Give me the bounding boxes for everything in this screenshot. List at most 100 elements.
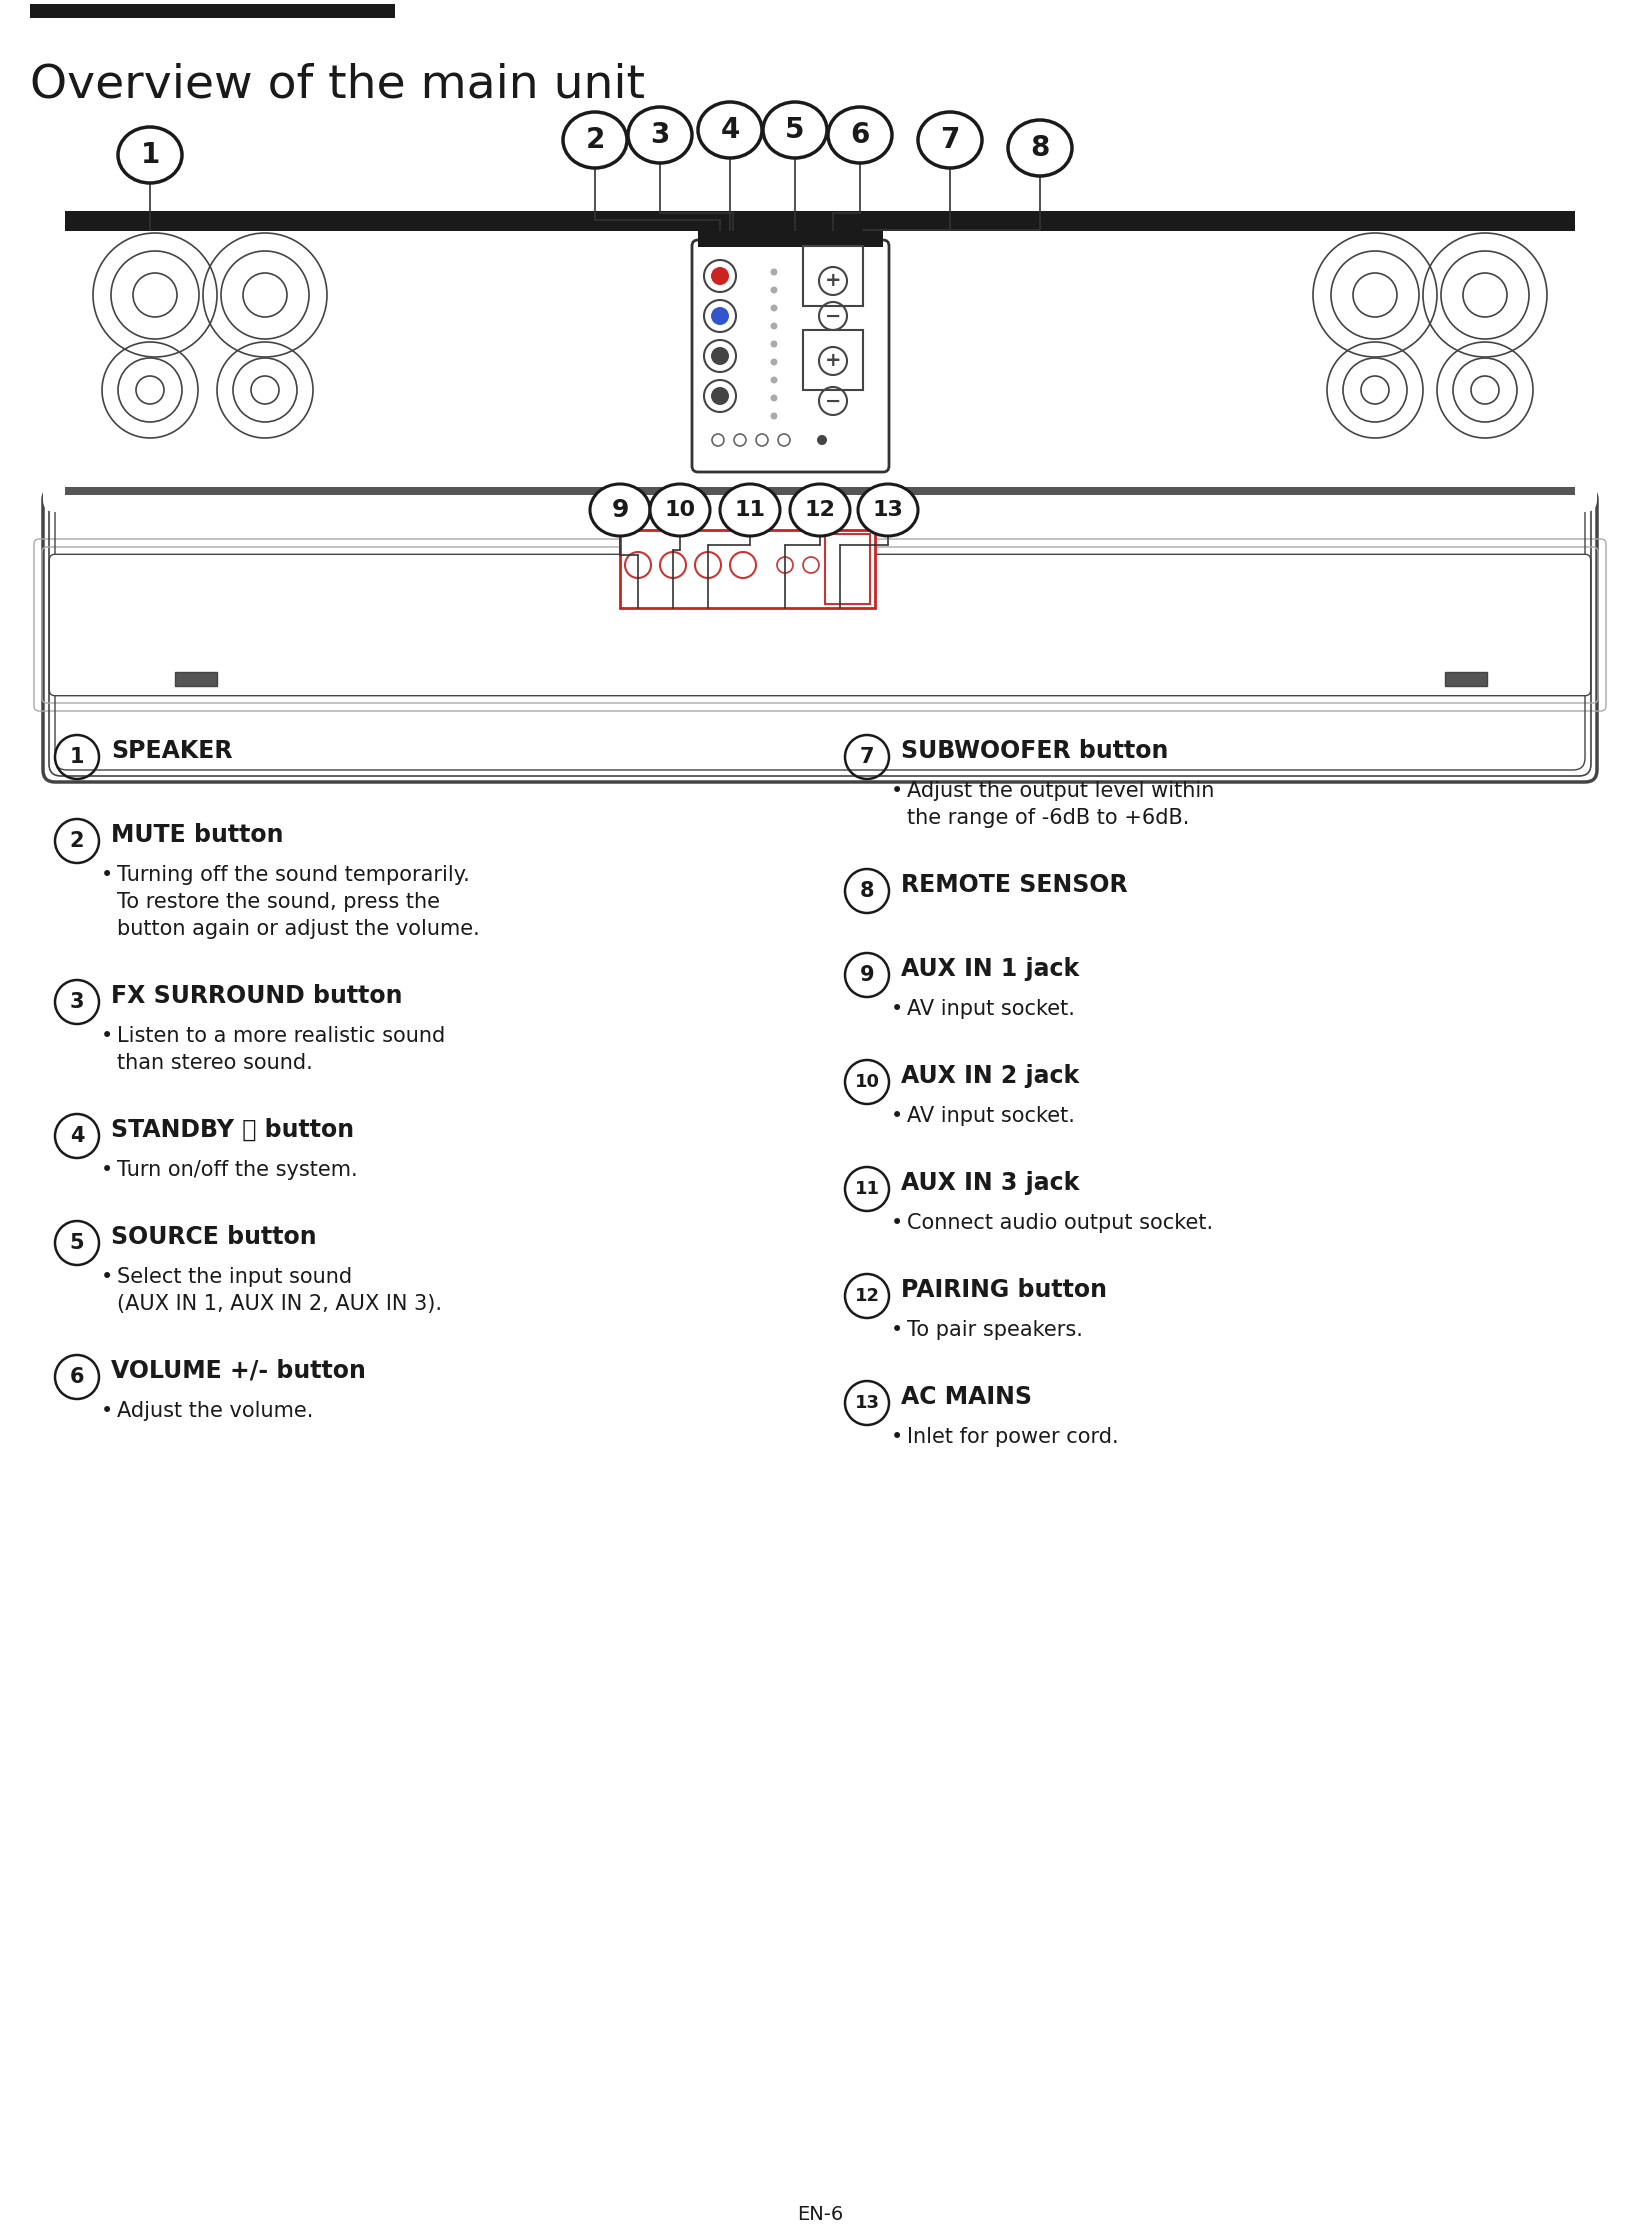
Ellipse shape	[118, 128, 182, 184]
Text: •: •	[102, 1401, 113, 1421]
Text: •: •	[891, 1213, 903, 1233]
Text: Connect audio output socket.: Connect audio output socket.	[907, 1213, 1213, 1233]
Circle shape	[771, 286, 778, 293]
Text: •: •	[891, 1428, 903, 1448]
Circle shape	[771, 304, 778, 311]
Bar	[697, 231, 883, 246]
Circle shape	[771, 269, 778, 275]
Circle shape	[711, 387, 729, 405]
Ellipse shape	[829, 107, 893, 163]
Ellipse shape	[591, 483, 650, 535]
Text: 1: 1	[71, 747, 84, 768]
Bar	[1446, 671, 1487, 687]
Text: 9: 9	[860, 965, 875, 985]
Text: SUBWOOFER button: SUBWOOFER button	[901, 739, 1168, 763]
Bar	[620, 530, 875, 609]
Ellipse shape	[763, 103, 827, 159]
Text: 7: 7	[860, 747, 875, 768]
Text: 6: 6	[71, 1367, 84, 1388]
Text: AUX IN 2 jack: AUX IN 2 jack	[901, 1063, 1080, 1088]
Text: •: •	[891, 781, 903, 801]
Ellipse shape	[917, 112, 981, 168]
Ellipse shape	[720, 483, 779, 535]
Text: •: •	[891, 1320, 903, 1341]
Text: STANDBY ⏻ button: STANDBY ⏻ button	[112, 1119, 354, 1141]
Text: AC MAINS: AC MAINS	[901, 1385, 1032, 1410]
Text: •: •	[102, 1267, 113, 1287]
Text: 2: 2	[586, 125, 604, 154]
Text: the range of -6dB to +6dB.: the range of -6dB to +6dB.	[907, 808, 1190, 828]
Text: 13: 13	[873, 499, 904, 519]
Text: Select the input sound: Select the input sound	[117, 1267, 353, 1287]
Circle shape	[704, 380, 737, 412]
Text: VOLUME +/- button: VOLUME +/- button	[112, 1358, 366, 1383]
Ellipse shape	[789, 483, 850, 535]
Text: +: +	[825, 351, 842, 372]
Circle shape	[771, 340, 778, 347]
Bar	[176, 671, 217, 687]
Text: MUTE button: MUTE button	[112, 824, 284, 846]
Text: 12: 12	[855, 1287, 880, 1305]
Text: 2: 2	[71, 830, 84, 850]
Bar	[30, 4, 395, 18]
Text: AUX IN 3 jack: AUX IN 3 jack	[901, 1170, 1080, 1195]
Circle shape	[711, 307, 729, 325]
Circle shape	[771, 376, 778, 383]
Text: 12: 12	[804, 499, 835, 519]
Text: 5: 5	[69, 1233, 84, 1253]
Ellipse shape	[697, 103, 761, 159]
Ellipse shape	[629, 107, 693, 163]
Text: Turn on/off the system.: Turn on/off the system.	[117, 1159, 358, 1179]
Ellipse shape	[563, 112, 627, 168]
Text: 3: 3	[650, 121, 670, 150]
Ellipse shape	[1008, 121, 1072, 177]
Bar	[66, 210, 1575, 231]
Circle shape	[711, 347, 729, 365]
Bar	[802, 246, 863, 307]
Text: 8: 8	[1031, 134, 1050, 161]
Text: FX SURROUND button: FX SURROUND button	[112, 985, 402, 1007]
Circle shape	[771, 394, 778, 401]
Circle shape	[704, 340, 737, 372]
Text: REMOTE SENSOR: REMOTE SENSOR	[901, 873, 1127, 897]
Text: Turning off the sound temporarily.: Turning off the sound temporarily.	[117, 866, 469, 884]
Text: −: −	[825, 392, 842, 410]
FancyBboxPatch shape	[49, 555, 1590, 696]
Text: 8: 8	[860, 882, 875, 902]
FancyBboxPatch shape	[43, 217, 1597, 513]
Text: To pair speakers.: To pair speakers.	[907, 1320, 1083, 1341]
Text: 11: 11	[735, 499, 765, 519]
Text: SPEAKER: SPEAKER	[112, 739, 233, 763]
Text: 9: 9	[612, 499, 629, 521]
Text: •: •	[102, 1159, 113, 1179]
Text: −: −	[825, 307, 842, 325]
Text: 4: 4	[720, 116, 740, 143]
Text: EN-6: EN-6	[798, 2204, 843, 2225]
Text: PAIRING button: PAIRING button	[901, 1278, 1108, 1303]
Text: 3: 3	[71, 991, 84, 1012]
Ellipse shape	[650, 483, 711, 535]
Text: 4: 4	[71, 1126, 84, 1146]
Text: •: •	[102, 866, 113, 884]
Circle shape	[704, 300, 737, 331]
Text: AV input socket.: AV input socket.	[907, 1106, 1075, 1126]
Bar	[802, 329, 863, 389]
Text: (AUX IN 1, AUX IN 2, AUX IN 3).: (AUX IN 1, AUX IN 2, AUX IN 3).	[117, 1294, 441, 1314]
Circle shape	[771, 322, 778, 329]
Text: •: •	[891, 998, 903, 1018]
Text: AUX IN 1 jack: AUX IN 1 jack	[901, 958, 1080, 980]
Text: button again or adjust the volume.: button again or adjust the volume.	[117, 920, 479, 940]
Text: •: •	[891, 1106, 903, 1126]
Text: 5: 5	[786, 116, 804, 143]
Circle shape	[704, 260, 737, 291]
Circle shape	[771, 412, 778, 419]
Text: 10: 10	[855, 1072, 880, 1090]
Text: Inlet for power cord.: Inlet for power cord.	[907, 1428, 1119, 1448]
Bar	[825, 535, 870, 604]
Text: AV input socket.: AV input socket.	[907, 998, 1075, 1018]
Text: 1: 1	[141, 141, 159, 170]
Circle shape	[711, 266, 729, 284]
Text: +: +	[825, 271, 842, 291]
FancyBboxPatch shape	[693, 239, 889, 472]
Text: Adjust the volume.: Adjust the volume.	[117, 1401, 313, 1421]
